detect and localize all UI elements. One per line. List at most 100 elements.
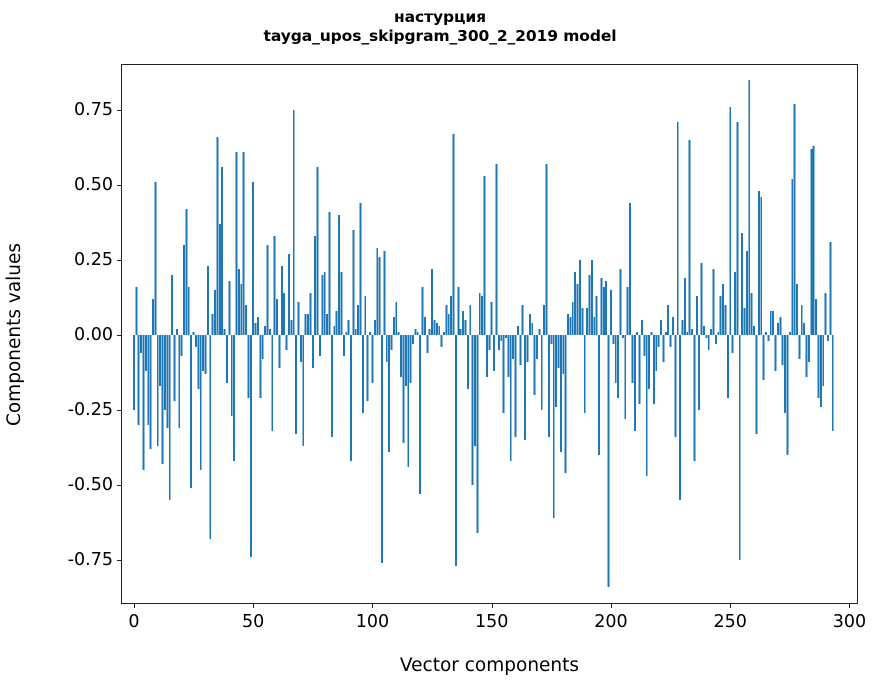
bar <box>624 335 627 419</box>
bar <box>631 335 634 383</box>
chart-title-line-1: настурция <box>394 8 486 26</box>
bar <box>738 335 741 560</box>
bar <box>278 335 281 368</box>
bar <box>328 212 331 335</box>
bar <box>609 290 612 335</box>
bar <box>431 269 434 335</box>
x-axis-tick-mark <box>730 603 732 608</box>
bar <box>550 335 553 344</box>
bar <box>824 293 827 335</box>
bar <box>311 335 314 368</box>
bar <box>547 335 550 437</box>
bar <box>509 335 512 461</box>
bar <box>211 314 214 335</box>
bar <box>655 335 658 371</box>
bar <box>319 335 321 356</box>
bar <box>352 230 355 335</box>
bar <box>383 251 386 335</box>
y-axis-tick-label: -0.25 <box>67 400 113 420</box>
bar <box>815 299 818 335</box>
bar <box>173 335 176 401</box>
bar <box>187 287 190 335</box>
bar <box>586 308 589 335</box>
bar <box>412 335 414 344</box>
bar <box>204 335 207 374</box>
bar <box>228 281 231 335</box>
bar <box>516 326 519 335</box>
bar <box>392 317 395 335</box>
bar <box>593 317 596 335</box>
x-axis-label: Vector components <box>121 655 858 676</box>
bar <box>700 263 703 335</box>
bar <box>590 260 593 335</box>
bar <box>531 323 534 335</box>
bar <box>478 293 481 335</box>
bar <box>540 335 543 410</box>
bar <box>688 140 691 335</box>
bar <box>519 335 522 365</box>
x-axis-tick-mark <box>849 603 851 608</box>
bar <box>753 326 756 335</box>
y-axis-tick-label: 0.75 <box>74 100 113 120</box>
bar <box>798 335 801 359</box>
x-axis-tick-label: 100 <box>355 612 390 632</box>
bar <box>793 104 796 335</box>
bar <box>357 305 360 335</box>
x-axis-tick-mark <box>253 603 255 608</box>
bar <box>421 287 424 335</box>
bar <box>237 269 240 335</box>
bar <box>485 335 488 377</box>
bar <box>433 320 436 335</box>
bar <box>483 176 486 335</box>
bar <box>273 236 276 335</box>
bar <box>567 314 569 335</box>
bar <box>423 317 426 335</box>
bar <box>185 209 188 335</box>
bar <box>233 335 236 461</box>
bar <box>743 308 746 335</box>
bar <box>562 335 565 374</box>
bar <box>745 251 748 335</box>
x-axis-tick-label: 50 <box>242 612 265 632</box>
bar <box>695 296 698 335</box>
bar <box>264 326 267 335</box>
bar <box>321 275 324 335</box>
bar <box>502 335 505 413</box>
bar <box>505 335 507 338</box>
bar <box>767 335 770 341</box>
x-axis-tick-mark <box>133 603 135 608</box>
bar <box>428 329 431 335</box>
bar <box>314 236 317 335</box>
bar <box>500 335 503 341</box>
bar <box>295 335 298 434</box>
x-axis-tick-mark <box>372 603 374 608</box>
bar <box>741 233 744 335</box>
bar <box>583 335 586 413</box>
bar <box>672 317 674 335</box>
bar <box>225 335 228 383</box>
bar <box>714 335 717 344</box>
bar <box>366 335 369 401</box>
bar-series <box>132 80 834 587</box>
bar <box>578 260 581 335</box>
bar <box>407 335 410 467</box>
bar <box>619 269 622 335</box>
bar <box>760 197 763 335</box>
bar <box>409 335 412 383</box>
bar <box>443 332 445 335</box>
bar <box>705 335 708 338</box>
bar <box>168 335 171 500</box>
bar <box>466 335 469 389</box>
bar <box>280 266 283 335</box>
bar <box>626 287 629 335</box>
y-axis-tick-label: -0.50 <box>67 475 113 495</box>
bar <box>152 299 154 335</box>
bar <box>438 326 441 335</box>
plot-axes: 0.75 0.50 0.25 0.00 -0.25 -0.50 -0.75 0 50 100 150… <box>68 64 866 632</box>
bar <box>245 305 247 335</box>
bar <box>445 305 448 335</box>
bar <box>457 287 460 335</box>
bar <box>564 335 567 473</box>
bar <box>271 335 274 431</box>
bar <box>261 335 264 359</box>
